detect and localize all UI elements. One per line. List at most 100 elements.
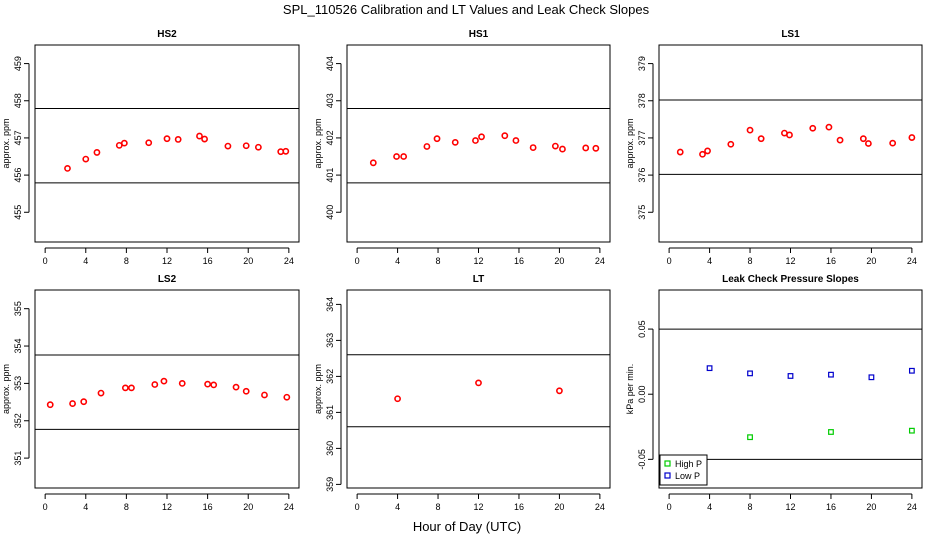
- x-tick-label: 12: [162, 256, 172, 266]
- y-tick-label: 360: [325, 441, 335, 456]
- x-tick-label: 16: [826, 256, 836, 266]
- panel-title: HS1: [469, 29, 489, 40]
- data-point: [69, 400, 76, 407]
- data-point: [757, 135, 765, 143]
- x-tick-label: 8: [436, 256, 441, 266]
- panel-title: LS1: [781, 29, 800, 40]
- data-point: [828, 429, 834, 435]
- data-point: [242, 142, 250, 150]
- panel-title: LT: [473, 274, 484, 285]
- y-tick-label: 359: [325, 477, 335, 492]
- data-point: [592, 144, 600, 152]
- legend-label: Low P: [675, 471, 700, 481]
- x-tick-label: 20: [866, 256, 876, 266]
- y-tick-label: 457: [13, 130, 23, 145]
- data-point: [746, 126, 754, 134]
- x-tick-label: 4: [83, 256, 88, 266]
- plot-frame: [658, 289, 923, 489]
- data-point: [242, 387, 250, 395]
- x-tick-label: 24: [595, 502, 605, 512]
- y-tick-label: 355: [13, 301, 23, 316]
- data-point: [423, 143, 431, 150]
- panel-ls2: LS2 approx. ppm 0 4 8 12 16 20 24 351 352 353 354 355: [1, 274, 300, 512]
- data-point: [472, 137, 479, 144]
- y-tick-label: 362: [325, 369, 335, 384]
- panel-hs2: HS2 approx. ppm 0 4 8 12 16 20 24 455 456 457 458 459: [1, 29, 300, 266]
- legend-box: [659, 454, 708, 486]
- data-point: [551, 142, 559, 150]
- x-tick-label: 24: [907, 256, 917, 266]
- data-point: [433, 135, 441, 143]
- data-point: [151, 381, 159, 388]
- data-point: [787, 373, 794, 379]
- x-tick-label: 16: [826, 502, 836, 512]
- y-axis-label: approx. ppm: [313, 364, 323, 414]
- data-point: [64, 165, 71, 172]
- y-axis-label: kPa per min.: [625, 364, 635, 415]
- plot-frame: [34, 289, 300, 489]
- data-point: [196, 132, 203, 140]
- x-tick-label: 4: [83, 502, 88, 512]
- y-tick-label: 378: [637, 93, 647, 108]
- data-point: [582, 144, 590, 152]
- data-point: [475, 379, 482, 387]
- data-point: [864, 140, 872, 147]
- data-point: [80, 398, 88, 406]
- y-axis-label: approx. ppm: [625, 118, 635, 168]
- data-point: [727, 140, 735, 148]
- data-point: [201, 135, 208, 143]
- y-axis-label: approx. ppm: [1, 364, 11, 414]
- x-tick-label: 16: [203, 502, 213, 512]
- x-tick-label: 0: [667, 256, 672, 266]
- y-tick-label: 354: [13, 339, 23, 354]
- data-point: [451, 138, 459, 146]
- panel-hs1: HS1 approx. ppm 0 4 8 12 16 20 24 400 401 402 403 404: [313, 29, 611, 266]
- data-point: [232, 383, 240, 391]
- x-axis-label: Hour of Day (UTC): [413, 519, 521, 534]
- data-point: [283, 393, 291, 401]
- legend-swatch: [664, 472, 671, 479]
- data-point: [224, 142, 232, 150]
- x-tick-label: 0: [43, 256, 48, 266]
- y-tick-label: 364: [325, 297, 335, 312]
- x-tick-label: 0: [355, 256, 360, 266]
- data-point: [145, 139, 153, 147]
- data-point: [706, 365, 713, 372]
- x-tick-label: 12: [473, 502, 483, 512]
- y-tick-label: 352: [13, 413, 23, 428]
- panel-ls1: LS1 approx. ppm 0 4 8 12 16 20 24 375 376 377 378 379: [625, 29, 923, 266]
- x-tick-label: 24: [907, 502, 917, 512]
- data-point: [210, 381, 218, 389]
- data-point: [512, 137, 520, 144]
- data-point: [809, 124, 817, 132]
- y-tick-label: 456: [13, 168, 23, 183]
- data-point: [908, 367, 915, 374]
- plot-frame: [658, 44, 923, 243]
- data-point: [121, 384, 129, 392]
- figure-title: SPL_110526 Calibration and LT Values and…: [283, 2, 650, 17]
- y-tick-label: 401: [325, 168, 335, 183]
- x-tick-label: 0: [667, 502, 672, 512]
- x-tick-label: 16: [514, 256, 524, 266]
- y-tick-label: 402: [325, 130, 335, 145]
- x-tick-label: 8: [436, 502, 441, 512]
- y-tick-label: 400: [325, 205, 335, 220]
- data-point: [128, 384, 135, 392]
- y-tick-label: 353: [13, 376, 23, 391]
- x-tick-label: 8: [748, 502, 753, 512]
- data-point: [704, 147, 711, 155]
- x-tick-label: 4: [395, 502, 400, 512]
- panel-title: HS2: [157, 29, 177, 40]
- y-tick-label: 363: [325, 333, 335, 348]
- data-point: [859, 135, 867, 143]
- legend-label: High P: [675, 459, 702, 469]
- panel-title: Leak Check Pressure Slopes: [722, 274, 859, 285]
- x-tick-label: 8: [124, 502, 129, 512]
- data-point: [163, 135, 171, 143]
- data-point: [478, 133, 485, 141]
- data-point: [786, 131, 793, 139]
- y-tick-label: 361: [325, 405, 335, 420]
- y-tick-label: 375: [637, 205, 647, 220]
- data-point: [908, 134, 916, 141]
- x-tick-label: 20: [554, 256, 564, 266]
